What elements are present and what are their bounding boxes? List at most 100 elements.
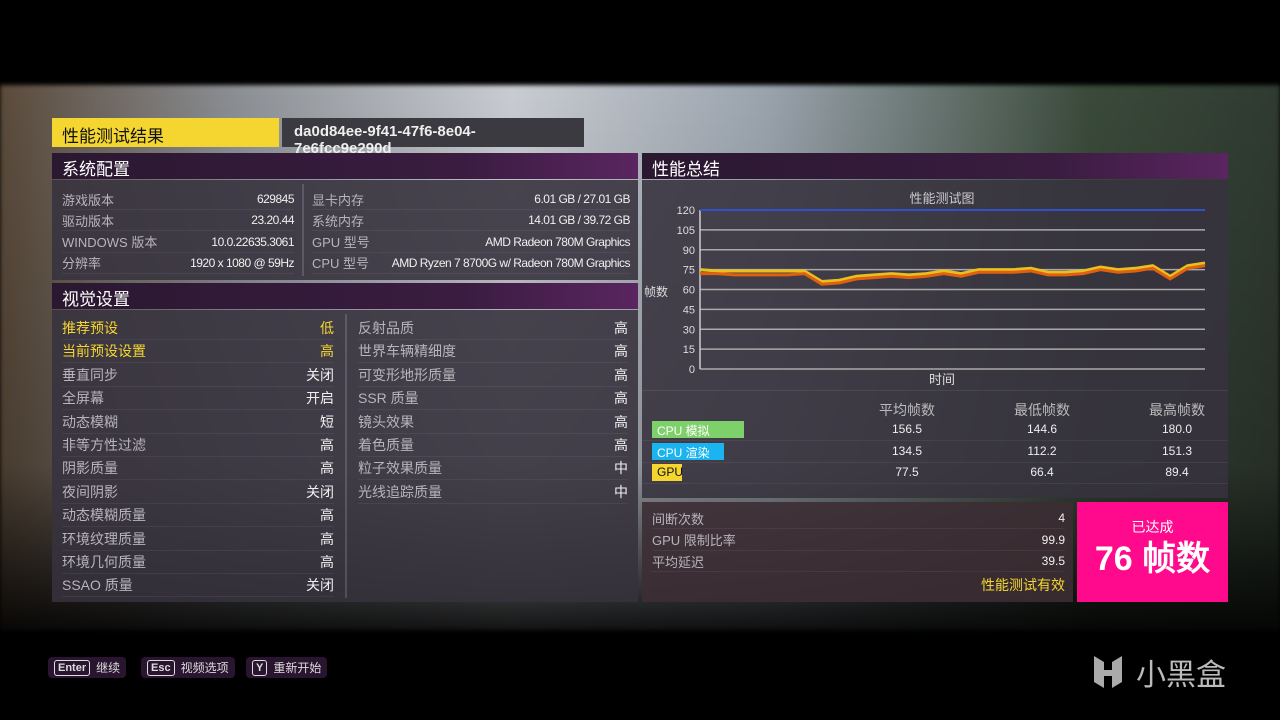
- stat-value: 39.5: [1041, 554, 1065, 568]
- system-config-header: 系统配置: [52, 153, 638, 179]
- table-cell: 66.4: [1030, 465, 1054, 479]
- table-cell: 151.3: [1161, 443, 1193, 458]
- setting-value: 中: [614, 460, 628, 477]
- setting-label: 显卡内存: [312, 192, 365, 208]
- setting-value: 关闭: [306, 366, 334, 383]
- table-header: 最高帧数: [1149, 402, 1205, 418]
- chart-title: 性能测试图: [909, 191, 974, 206]
- system-info-row: CPU 型号 AMD Ryzen 7 8700G w/ Radeon 780M G…: [312, 253, 631, 274]
- table-cell: 89.4: [1165, 465, 1189, 479]
- stats-panel: 间断次数 4 GPU 限制比率 99.9 平均延迟 39.5 性能测试有效: [642, 502, 1073, 602]
- setting-label: 动态模糊质量: [62, 507, 146, 524]
- visual-setting-row: 阴影质量 高: [62, 457, 334, 481]
- visual-setting-row: SSAO 质量 关闭: [62, 574, 334, 598]
- setting-value: 高: [320, 437, 334, 453]
- setting-label: 环境纹理质量: [62, 530, 146, 547]
- y-tick-label: 0: [689, 364, 695, 376]
- visual-setting-row: 可变形地形质量 高: [358, 364, 628, 387]
- fps-chart: 性能测试图 0 15 30 45 60 75 90 105 120 时间 帧数: [644, 191, 1206, 387]
- table-cell: 156.5: [891, 422, 923, 436]
- stat-row: GPU 限制比率 99.9: [652, 530, 1065, 551]
- setting-label: 驱动版本: [62, 213, 115, 229]
- setting-label: 夜间阴影: [62, 483, 118, 500]
- setting-label: 可变形地形质量: [358, 366, 456, 383]
- setting-label: GPU 型号: [312, 235, 370, 251]
- series-line: [699, 261, 1206, 284]
- visual-setting-row: 环境几何质量 高: [62, 551, 334, 574]
- setting-value: 短: [320, 413, 334, 430]
- series-tag: CPU 渲染: [652, 442, 724, 460]
- visual-setting-row: SSR 质量 高: [358, 387, 628, 411]
- setting-label: 环境几何质量: [62, 554, 146, 570]
- continue-button[interactable]: Enter 继续: [48, 657, 127, 678]
- visual-settings-panel: 推荐预设低当前预设设置高垂直同步 关闭 全屏幕 开启 动态模糊短非等方性过滤高阴影质量高…: [52, 310, 638, 602]
- setting-value: 629845: [256, 192, 295, 206]
- benchmark-valid: 性能测试有效: [981, 577, 1065, 593]
- y-axis-label: 帧数: [644, 284, 668, 299]
- setting-label: 光线追踪质量: [358, 483, 442, 500]
- setting-value: AMD Radeon 780M Graphics: [485, 234, 630, 249]
- setting-value: 高: [614, 320, 628, 336]
- y-tick-label: 105: [677, 225, 695, 237]
- visual-setting-row: 非等方性过滤 高: [62, 434, 334, 457]
- system-info-row: 系统内存 14.01 GB / 39.72 GB: [312, 210, 630, 232]
- setting-label: 非等方性过滤: [62, 437, 146, 453]
- series-line: [700, 264, 1206, 286]
- setting-label: 当前预设设置: [62, 343, 146, 360]
- table-header: 最低帧数: [1014, 402, 1070, 418]
- watermark: 小黑盒: [1088, 650, 1226, 694]
- visual-setting-row: 世界车辆精细度 高: [358, 340, 628, 364]
- visual-setting-row: 夜间阴影 关闭: [62, 481, 334, 504]
- enter-key-icon: Enter: [54, 659, 91, 676]
- visual-setting-row: 全屏幕 开启: [62, 387, 334, 411]
- y-tick-label: 90: [683, 245, 695, 257]
- video-options-button[interactable]: Esc 视频选项: [141, 657, 235, 678]
- heybox-logo-icon: [1094, 656, 1122, 688]
- x-axis-label: 时间: [929, 372, 955, 387]
- table-cell: 144.6: [1026, 422, 1058, 436]
- achieved-fps-box: 已达成 76 帧数: [1077, 502, 1228, 602]
- visual-setting-row: 动态模糊 短: [62, 411, 334, 434]
- table-header: 平均帧数: [879, 402, 935, 418]
- visual-setting-row: 推荐预设 低: [62, 317, 334, 340]
- esc-key-icon: Esc: [147, 659, 175, 676]
- stat-value: 99.9: [1041, 532, 1065, 547]
- column-divider: [302, 184, 304, 276]
- setting-value: 10.0.22635.3061: [211, 234, 294, 249]
- system-config-panel: 游戏版本 629845 驱动版本 23.20.44 WINDOWS 版本 10.0.226…: [52, 180, 638, 280]
- setting-value: 高: [320, 554, 334, 570]
- setting-value: AMD Ryzen 7 8700G w/ Radeon 780M Graphic…: [391, 255, 631, 270]
- setting-value: 低: [320, 320, 334, 336]
- y-tick-label: 15: [683, 344, 695, 356]
- y-tick-label: 60: [683, 285, 695, 297]
- setting-value: 关闭: [306, 577, 334, 594]
- system-info-row: 游戏版本 629845: [62, 189, 295, 210]
- setting-value: 高: [320, 530, 334, 547]
- setting-value: 中: [614, 483, 628, 500]
- stat-row: 间断次数 4: [652, 508, 1065, 529]
- setting-label: 推荐预设: [62, 320, 118, 336]
- video-options-label: 视频选项: [180, 661, 229, 675]
- setting-value: 高: [614, 343, 628, 360]
- setting-value: 高: [614, 366, 628, 383]
- summary-header: 性能总结: [642, 153, 1228, 179]
- system-info-row: 分辨率 1920 x 1080 @ 59Hz: [62, 253, 294, 274]
- summary-panel: 性能测试图 0 15 30 45 60 75 90 105 120 时间 帧数 平均帧数 最低帧数 最高帧…: [642, 180, 1228, 498]
- setting-label: SSAO 质量: [62, 577, 133, 594]
- stat-row: 平均延迟 39.5: [652, 551, 1065, 572]
- setting-label: 反射品质: [358, 320, 414, 336]
- y-key-icon: Y: [252, 659, 268, 676]
- setting-value: 高: [614, 413, 628, 430]
- y-tick-label: 75: [683, 265, 695, 277]
- setting-value: 关闭: [306, 483, 334, 500]
- restart-button[interactable]: Y 重新开始: [246, 657, 328, 678]
- table-cell: 180.0: [1161, 422, 1193, 436]
- restart-label: 重新开始: [273, 661, 322, 675]
- y-tick-label: 45: [683, 304, 695, 316]
- setting-value: 高: [614, 390, 628, 407]
- series-tag: CPU 模拟: [652, 421, 744, 438]
- setting-label: 全屏幕: [62, 390, 104, 407]
- setting-value: 开启: [306, 390, 334, 407]
- setting-label: 镜头效果: [358, 413, 414, 430]
- visual-setting-row: 着色质量 高: [358, 434, 628, 457]
